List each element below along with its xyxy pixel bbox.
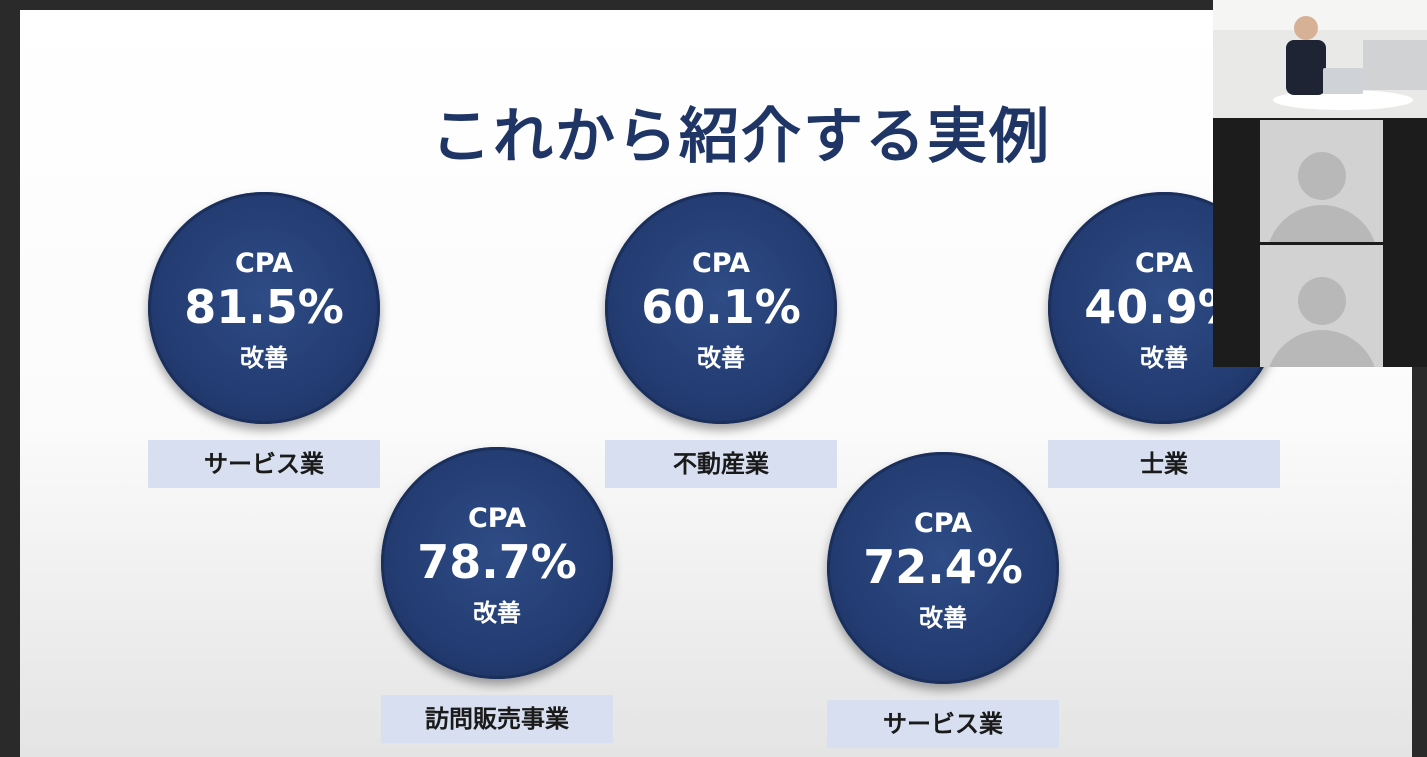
result-circle: CPA 60.1% 改善 [605, 192, 837, 424]
industry-label: サービス業 [827, 700, 1059, 748]
metric-label: CPA [234, 248, 294, 279]
participant-tile [1260, 120, 1383, 242]
ceiling [1213, 0, 1427, 30]
avatar-head [1298, 277, 1346, 325]
improvement-note: 改善 [1140, 344, 1188, 372]
participant-tile [1260, 245, 1383, 367]
avatar-body [1266, 330, 1378, 367]
improvement-value: 72.4% [863, 540, 1023, 594]
video-panel [1213, 0, 1427, 367]
improvement-note: 改善 [240, 344, 288, 372]
industry-label: サービス業 [148, 440, 380, 488]
window [1363, 40, 1427, 90]
slide: これから紹介する実例 CPA 81.5% 改善 サービス業 CPA 60.1% 改善 不動産業… [20, 10, 1412, 757]
metric-label: CPA [691, 248, 751, 279]
improvement-note: 改善 [697, 344, 745, 372]
laptop [1323, 68, 1363, 94]
person [1286, 40, 1326, 95]
industry-label: 不動産業 [605, 440, 837, 488]
result-circle: CPA 72.4% 改善 [827, 452, 1059, 684]
improvement-value: 81.5% [184, 280, 344, 334]
improvement-value: 60.1% [641, 280, 801, 334]
metric-label: CPA [913, 508, 973, 539]
face [1294, 16, 1318, 40]
avatar-body [1266, 205, 1378, 242]
improvement-value: 78.7% [417, 535, 577, 589]
avatar-head [1298, 152, 1346, 200]
result-circle: CPA 78.7% 改善 [381, 447, 613, 679]
improvement-note: 改善 [919, 604, 967, 632]
result-circle: CPA 81.5% 改善 [148, 192, 380, 424]
metric-label: CPA [1134, 248, 1194, 279]
camera-feed [1213, 0, 1427, 118]
improvement-note: 改善 [473, 599, 521, 627]
slide-title: これから紹介する実例 [431, 102, 1051, 172]
metric-label: CPA [467, 503, 527, 534]
industry-label: 訪問販売事業 [381, 695, 613, 743]
industry-label: 士業 [1048, 440, 1280, 488]
